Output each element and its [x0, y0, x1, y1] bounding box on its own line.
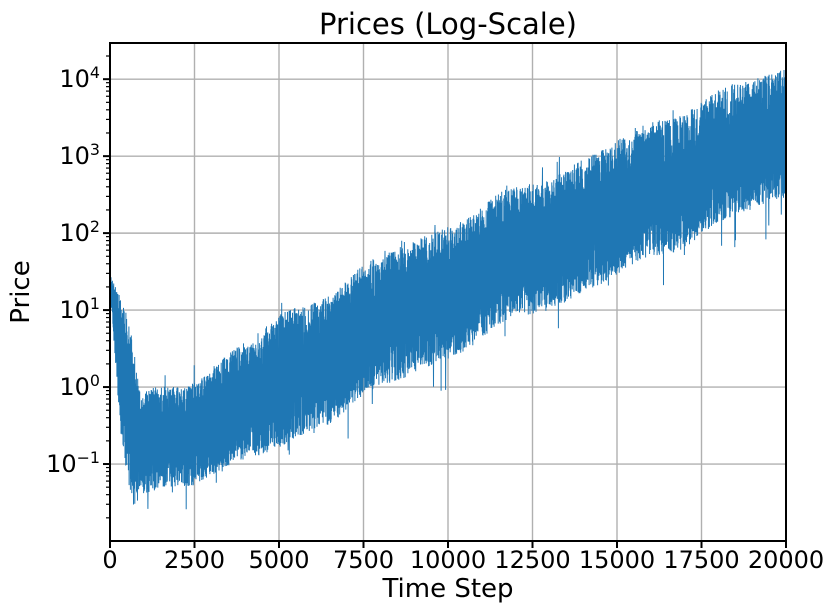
x-tick-label: 17500 — [663, 546, 740, 574]
x-tick-label: 2500 — [163, 546, 226, 574]
y-tick-label: 10−1 — [46, 448, 100, 478]
x-tick-label: 5000 — [248, 546, 310, 574]
y-tick-label: 100 — [59, 371, 100, 401]
x-tick-label: 12500 — [494, 546, 571, 574]
x-tick-label: 10000 — [409, 546, 487, 574]
chart-title: Prices (Log-Scale) — [319, 7, 577, 41]
y-tick-label: 104 — [59, 63, 100, 93]
y-tick-label: 102 — [59, 217, 100, 247]
x-tick-label: 15000 — [578, 546, 656, 574]
x-axis-label: Time Step — [382, 574, 514, 604]
x-tick-label: 20000 — [747, 546, 825, 574]
y-tick-label: 103 — [59, 140, 100, 170]
x-tick-label: 7500 — [332, 546, 395, 574]
x-tick-label: 0 — [102, 546, 118, 574]
y-tick-label: 101 — [59, 294, 100, 324]
price-series-line — [110, 69, 786, 510]
